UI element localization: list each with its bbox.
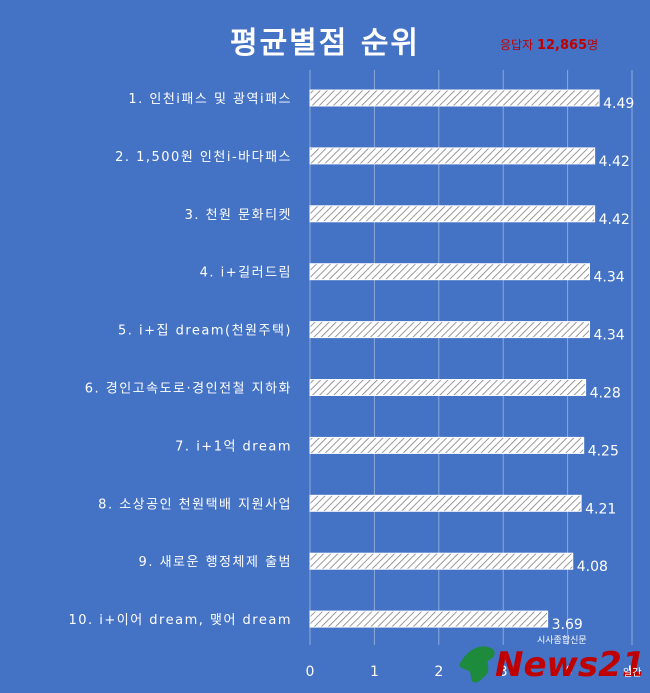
value-label: 4.08 <box>577 559 608 575</box>
logo-tagline: 시사종합신문 <box>537 635 587 646</box>
category-label: 3. 천원 문화티켓 <box>185 208 292 223</box>
logo-suffix: 일간 <box>623 667 641 679</box>
news21-logo: 시사종합신문 News21 일간 <box>459 635 645 685</box>
value-label: 4.42 <box>599 154 630 170</box>
respondents-prefix: 응답자 <box>500 38 534 52</box>
labels: 0 1 2 3 4 5 1. 인천i패스 및 광역i패스 4.49 2. 1,500원 인천i-… <box>68 92 636 680</box>
bar <box>309 89 600 107</box>
map-icon <box>459 646 495 683</box>
category-label: 1. 인천i패스 및 광역i패스 <box>128 92 292 107</box>
category-label: 4. i+길러드림 <box>200 266 292 281</box>
gridlines <box>309 70 633 645</box>
x-tick-label: 0 <box>306 664 315 680</box>
value-label: 4.28 <box>590 386 621 402</box>
bars <box>309 89 600 628</box>
bar <box>309 263 590 281</box>
bar <box>309 379 587 396</box>
bar <box>309 552 574 570</box>
value-label: 4.34 <box>593 328 624 344</box>
value-label: 3.69 <box>552 617 583 633</box>
logo-brand: News21 <box>495 645 645 685</box>
value-label: 4.34 <box>593 270 624 286</box>
x-tick-label: 1 <box>370 664 379 680</box>
bar <box>309 436 585 454</box>
value-label: 4.21 <box>585 501 616 517</box>
respondents-suffix: 명 <box>587 38 599 52</box>
category-label: 5. i+집 dream(천원주택) <box>118 324 292 339</box>
bar <box>309 494 582 512</box>
respondents-count: 응답자 12,865명 <box>500 36 598 53</box>
bar <box>309 610 549 628</box>
value-label: 4.42 <box>599 212 630 228</box>
x-tick-label: 2 <box>434 664 443 680</box>
x-tick-label: 5 <box>628 664 637 680</box>
respondents-number: 12,865 <box>536 38 588 53</box>
bar <box>309 321 590 339</box>
category-label: 2. 1,500원 인천i-바다패스 <box>115 150 292 165</box>
bar <box>309 147 596 165</box>
bar <box>309 205 596 223</box>
x-tick-label: 3 <box>499 664 508 680</box>
x-tick-label: 4 <box>563 664 572 680</box>
category-label: 7. i+1억 dream <box>175 439 292 454</box>
value-label: 4.49 <box>603 96 634 112</box>
category-label: 8. 소상공인 천원택배 지원사업 <box>98 497 292 512</box>
value-label: 4.25 <box>588 443 619 459</box>
chart-title: 평균별점 순위 <box>229 26 421 61</box>
category-label: 10. i+이어 dream, 맺어 dream <box>68 613 292 628</box>
category-label: 6. 경인고속도로·경인전철 지하화 <box>85 382 292 397</box>
category-label: 9. 새로운 행정체제 출범 <box>139 554 292 570</box>
